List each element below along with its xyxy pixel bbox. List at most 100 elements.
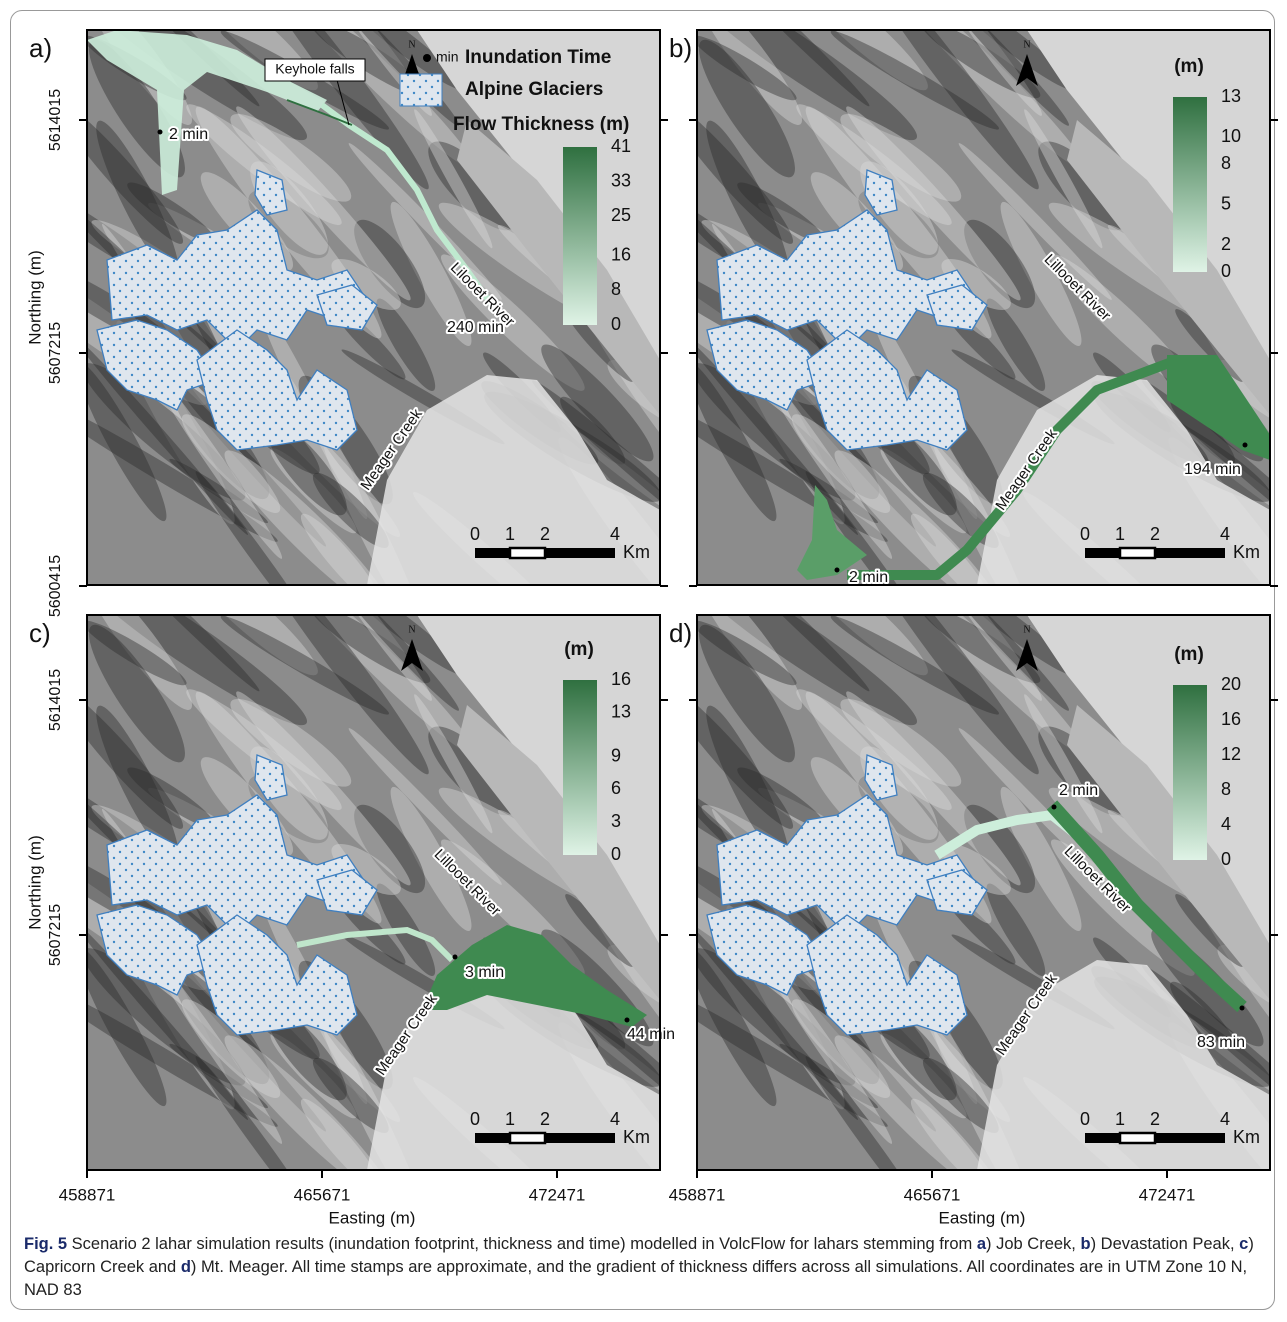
time-marker	[835, 568, 840, 573]
north-label: N	[1023, 624, 1030, 635]
x-tick-label: 472471	[529, 1185, 586, 1204]
caption-text: d	[181, 1258, 191, 1276]
legend-label: Inundation Time	[465, 47, 611, 68]
scale-label: 2	[1150, 524, 1160, 544]
colorbar-tick-label: 3	[611, 811, 621, 831]
colorbar	[1173, 97, 1207, 272]
colorbar-tick-label: 16	[1221, 709, 1241, 729]
colorbar-tick-label: 33	[611, 170, 631, 190]
scale-segment	[1120, 1133, 1155, 1143]
x-axis-label: Easting (m)	[939, 1208, 1026, 1227]
colorbar-tick-label: 4	[1221, 814, 1231, 834]
panel-letter: a)	[29, 33, 52, 63]
colorbar-tick-label: 0	[1221, 261, 1231, 281]
colorbar-tick-label: 25	[611, 205, 631, 225]
scale-label: 0	[470, 1109, 480, 1129]
colorbar-tick-label: 8	[611, 279, 621, 299]
caption-text: ) Mt. Meager. All time stamps are approx…	[24, 1258, 1247, 1299]
x-tick-label: 465671	[904, 1185, 961, 1204]
scale-label: 1	[505, 524, 515, 544]
y-tick-label: 5607215	[47, 322, 64, 384]
colorbar-tick-label: 5	[1221, 193, 1231, 213]
panel-letter: b)	[669, 33, 692, 63]
y-tick-label: 5614015	[47, 669, 64, 731]
scale-unit: Km	[1233, 542, 1260, 562]
map	[591, 531, 1287, 1230]
scale-label: 4	[1220, 524, 1230, 544]
scale-unit: Km	[623, 542, 650, 562]
scale-label: 1	[1115, 524, 1125, 544]
caption-text: a	[977, 1235, 986, 1253]
y-tick-label: 5600415	[47, 555, 64, 617]
colorbar-tick-label: 16	[611, 244, 631, 264]
colorbar-tick-label: 0	[1221, 849, 1231, 869]
caption-text: Fig. 5	[24, 1235, 67, 1253]
colorbar-tick-label: 13	[611, 702, 631, 722]
scale-label: 1	[505, 1109, 515, 1129]
x-tick-label: 465671	[294, 1185, 351, 1204]
time-marker	[1243, 443, 1248, 448]
scale-label: 1	[1115, 1109, 1125, 1129]
time-marker	[453, 955, 458, 960]
legend-label: min	[436, 49, 459, 65]
y-tick-label: 5607215	[47, 904, 64, 966]
colorbar-title: (m)	[564, 639, 594, 660]
colorbar-title: (m)	[1174, 644, 1204, 665]
scale-label: 2	[1150, 1109, 1160, 1129]
x-tick-label: 472471	[1139, 1185, 1196, 1204]
colorbar-tick-label: 0	[611, 314, 621, 334]
scale-segment	[510, 1133, 545, 1143]
legend-dot	[423, 54, 431, 62]
scale-label: 2	[540, 1109, 550, 1129]
colorbar-tick-label: 8	[1221, 153, 1231, 173]
time-marker	[158, 130, 163, 135]
colorbar-tick-label: 2	[1221, 234, 1231, 254]
scale-label: 0	[1080, 524, 1090, 544]
time-label: 2 min	[849, 569, 888, 586]
north-label: N	[408, 39, 415, 50]
scale-label: 0	[1080, 1109, 1090, 1129]
colorbar-tick-label: 0	[611, 844, 621, 864]
scale-segment	[1120, 548, 1155, 558]
caption-text: b	[1080, 1235, 1090, 1253]
y-axis-label: Northing (m)	[25, 835, 44, 929]
time-label: 83 min	[1197, 1034, 1245, 1051]
scale-label: 4	[1220, 1109, 1230, 1129]
x-tick-label: 458871	[59, 1185, 116, 1204]
scale-segment	[1155, 548, 1225, 558]
time-label: 2 min	[169, 126, 208, 143]
colorbar-tick-label: 12	[1221, 744, 1241, 764]
caption-text: c	[1239, 1235, 1248, 1253]
north-label: N	[1023, 39, 1030, 50]
caption-text: Scenario 2 lahar simulation results (inu…	[67, 1235, 977, 1253]
scale-label: 0	[470, 524, 480, 544]
scale-segment	[1155, 1133, 1225, 1143]
colorbar-tick-label: 13	[1221, 86, 1241, 106]
colorbar	[563, 680, 597, 855]
colorbar	[1173, 685, 1207, 860]
caption-text: ) Job Creek,	[986, 1235, 1080, 1253]
scale-segment	[510, 548, 545, 558]
time-label: 194 min	[1184, 461, 1241, 478]
map	[0, 0, 759, 661]
time-label: 44 min	[627, 1026, 675, 1043]
colorbar-title: (m)	[1174, 56, 1204, 77]
scale-segment	[1085, 1133, 1120, 1143]
legend-label: Alpine Glaciers	[465, 79, 603, 100]
colorbar-tick-label: 6	[611, 778, 621, 798]
colorbar-tick-label: 41	[611, 136, 631, 156]
scale-segment	[545, 548, 615, 558]
y-tick-label: 5614015	[47, 89, 64, 151]
colorbar	[563, 147, 597, 325]
panel-letter: c)	[29, 618, 51, 648]
colorbar-tick-label: 16	[611, 669, 631, 689]
time-label: 3 min	[465, 964, 504, 981]
map-panel: 2 min240 minLilooet RiverMeager CreekKey…	[0, 0, 759, 661]
colorbar-tick-label: 8	[1221, 779, 1231, 799]
scale-label: 2	[540, 524, 550, 544]
map-panel: 2 min83 minLillooet RiverMeager Creekd)N…	[591, 531, 1287, 1230]
north-label: N	[408, 624, 415, 635]
x-tick-label: 458871	[669, 1185, 726, 1204]
scale-unit: Km	[623, 1127, 650, 1147]
